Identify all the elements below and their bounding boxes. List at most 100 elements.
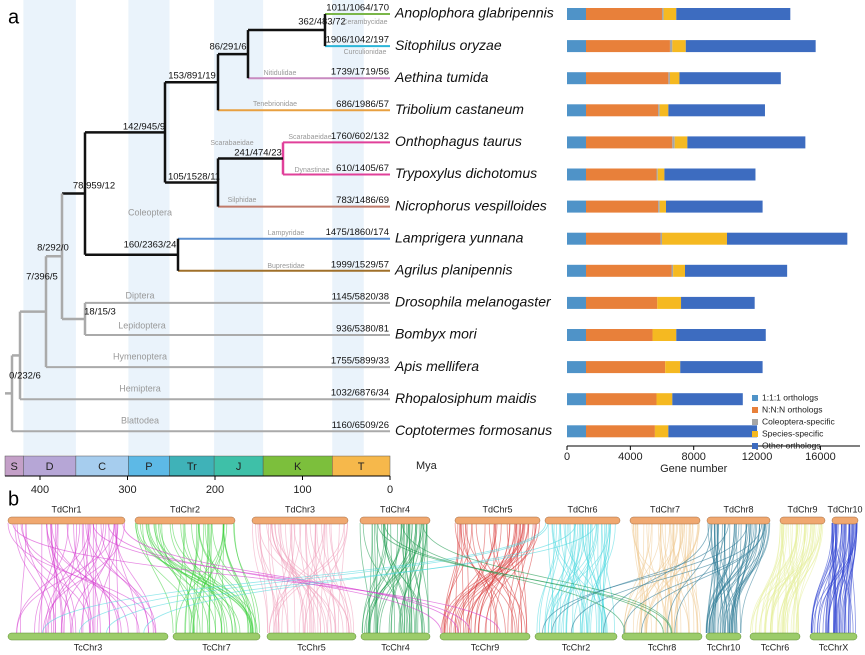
bar-segment — [567, 393, 587, 406]
bar-segment — [567, 72, 587, 85]
chromosome-label: TcChr4 — [381, 642, 410, 652]
synteny-link — [268, 522, 345, 634]
bar-segment — [660, 232, 663, 245]
synteny-link — [723, 522, 731, 634]
bar-segment — [586, 393, 657, 406]
synteny-link — [201, 522, 209, 634]
synteny-link — [714, 522, 723, 634]
synteny-link — [406, 522, 416, 634]
synteny-link — [570, 522, 763, 634]
legend-label: Other orthologs — [762, 440, 821, 450]
synteny-link — [587, 522, 602, 634]
bar-segment — [657, 296, 682, 309]
synteny-link — [106, 522, 596, 634]
chromosome-label: TdChr9 — [787, 504, 817, 514]
synteny-link — [85, 522, 157, 634]
synteny-link — [552, 522, 605, 634]
bar-segment — [567, 361, 587, 374]
tip-count: 610/1405/67 — [336, 163, 389, 174]
synteny-link — [92, 522, 472, 634]
stripe — [332, 0, 364, 455]
synteny-link — [390, 522, 396, 634]
time-tick-label: 0 — [387, 484, 393, 496]
chromosome-label: TcChr9 — [471, 642, 500, 652]
synteny-link — [655, 522, 674, 634]
chromosome-label: TcChr10 — [707, 642, 741, 652]
synteny-link — [837, 522, 846, 634]
synteny-link — [401, 522, 626, 634]
synteny-link — [667, 522, 693, 634]
synteny-link — [811, 522, 833, 634]
synteny-link — [644, 522, 699, 634]
synteny-link — [375, 522, 378, 634]
bar-segment — [659, 200, 666, 213]
synteny-link — [755, 522, 785, 634]
bar-segment — [668, 425, 758, 438]
synteny-link — [87, 522, 111, 634]
bar-segment — [586, 40, 670, 53]
chromosome-label: TdChr6 — [567, 504, 597, 514]
synteny-link — [710, 522, 735, 634]
node-label: 78/959/12 — [73, 181, 115, 192]
species-name: Trypoxylus dichotomus — [395, 165, 537, 181]
synteny-link — [765, 522, 801, 634]
synteny-link — [561, 522, 599, 634]
bar-segment — [586, 200, 659, 213]
synteny-link — [455, 522, 459, 634]
bar-segment — [726, 232, 848, 245]
bar-segment — [664, 168, 756, 181]
period-label: Tr — [187, 461, 197, 473]
bar-segment — [663, 8, 677, 20]
tip-count: 1475/1860/174 — [326, 227, 389, 238]
synteny-link — [740, 522, 767, 634]
synteny-link — [175, 522, 186, 634]
bar-segment — [567, 104, 587, 117]
synteny-link — [466, 522, 495, 634]
clade-label: Buprestidae — [267, 263, 304, 270]
node-label: 241/474/23 — [234, 148, 282, 159]
synteny-link — [790, 522, 817, 634]
synteny-link — [80, 522, 115, 634]
species-name: Drosophila melanogaster — [395, 294, 552, 310]
bar-segment — [586, 425, 655, 438]
bar-segment — [586, 329, 653, 341]
synteny-link — [848, 522, 856, 634]
tip-count: 1760/602/132 — [331, 131, 389, 142]
synteny-link — [787, 522, 799, 634]
tip-count: 936/5380/81 — [336, 324, 389, 335]
synteny-link — [169, 522, 228, 634]
bar-segment — [586, 361, 666, 374]
legend-label: Coleoptera-specific — [762, 416, 836, 426]
synteny-link — [488, 522, 523, 634]
bar-segment — [586, 296, 658, 309]
species-name: Tribolium castaneum — [395, 101, 524, 117]
synteny-link — [631, 522, 690, 634]
synteny-link — [320, 522, 326, 634]
synteny-link — [717, 522, 761, 634]
species-name: Apis mellifera — [394, 358, 479, 374]
synteny-link — [646, 522, 684, 634]
species-name: Agrilus planipennis — [394, 262, 513, 278]
tip-count: 1999/1529/57 — [331, 259, 389, 270]
synteny-link — [674, 522, 726, 634]
synteny-link — [493, 522, 516, 634]
legend-label: N:N:N orthologs — [762, 404, 822, 414]
period-label: C — [98, 461, 106, 473]
chromosome-bottom — [534, 632, 618, 641]
synteny-link — [78, 522, 549, 634]
species-name: Anoplophora glabripennis — [394, 5, 554, 21]
synteny-link — [16, 522, 91, 634]
chromosome-top — [251, 516, 349, 525]
tip-count: 1160/6509/26 — [332, 420, 389, 431]
bar-segment — [685, 40, 816, 53]
synteny-link — [304, 522, 311, 634]
clade-label: Hemiptera — [119, 383, 161, 393]
x-tick-label: 0 — [564, 451, 570, 463]
synteny-link — [401, 522, 418, 634]
chromosome-label: TdChr1 — [51, 504, 81, 514]
chromosome-label: TcChr5 — [297, 642, 326, 652]
synteny-link — [326, 522, 336, 634]
bar-segment — [652, 329, 677, 341]
species-name: Lamprigera yunnana — [395, 229, 524, 245]
synteny-link — [38, 522, 58, 634]
